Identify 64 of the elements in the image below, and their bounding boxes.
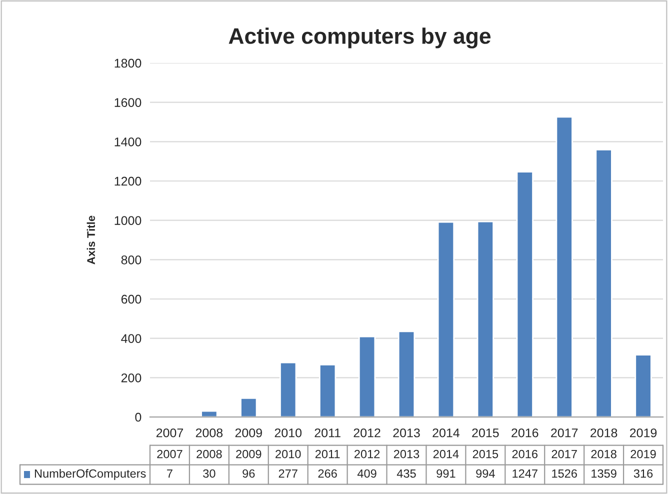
bar: [516, 171, 534, 417]
data-label: 1247: [512, 469, 538, 478]
category-label: 2008: [196, 450, 222, 458]
bar: [200, 410, 218, 417]
x-tick-label: 2011: [314, 428, 340, 438]
bar: [595, 149, 612, 417]
data-label: 277: [278, 469, 298, 478]
y-tick-label: 400: [121, 334, 142, 343]
x-tick-label: 2010: [274, 428, 302, 438]
chart-title: Active computers by age: [228, 28, 491, 48]
bar: [240, 397, 258, 417]
bar: [437, 221, 455, 417]
bar: [556, 116, 573, 417]
data-label: 96: [242, 469, 255, 478]
y-axis-title: Axis Title: [86, 216, 95, 264]
category-label: 2019: [630, 450, 656, 458]
y-tick-label: 600: [121, 294, 142, 304]
x-tick-label: 2017: [551, 428, 578, 438]
data-label: 1359: [592, 469, 616, 478]
category-label: 2011: [315, 450, 340, 458]
category-label: 2013: [394, 450, 420, 458]
y-tick-label: 200: [121, 373, 142, 382]
x-tick-label: 2016: [512, 428, 538, 438]
x-tick-label: 2014: [432, 428, 460, 438]
data-label: 435: [396, 469, 416, 478]
data-label: 266: [318, 469, 337, 478]
bar: [318, 364, 336, 417]
category-label: 2009: [236, 450, 262, 458]
category-label: 2007: [157, 450, 182, 458]
category-label: 2014: [433, 450, 459, 458]
data-label: 1526: [552, 469, 577, 478]
bar: [398, 330, 416, 417]
x-tick-label: 2015: [472, 428, 499, 438]
y-tick-label: 1400: [114, 137, 142, 146]
data-label: 994: [476, 469, 495, 478]
x-tick-label: 2019: [630, 428, 657, 438]
data-label: 7: [167, 469, 172, 478]
y-tick-label: 0: [135, 412, 142, 422]
data-label: 316: [634, 469, 653, 478]
y-tick-label: 1600: [114, 98, 142, 107]
bar: [634, 354, 652, 417]
x-tick-label: 2012: [354, 428, 380, 438]
y-tick-label: 800: [121, 255, 142, 264]
category-label: 2016: [512, 450, 538, 458]
x-tick-label: 2013: [393, 428, 420, 438]
x-tick-label: 2008: [196, 428, 223, 438]
data-label: 409: [357, 469, 376, 478]
bar: [280, 362, 297, 417]
x-tick-label: 2007: [156, 428, 184, 438]
data-label: 991: [436, 469, 456, 478]
category-label: 2018: [591, 450, 616, 458]
bar: [358, 336, 376, 417]
y-tick-label: 1800: [114, 58, 142, 68]
x-tick-label: 2018: [590, 428, 618, 438]
category-label: 2012: [354, 450, 380, 458]
category-label: 2015: [472, 450, 498, 458]
legend-label: NumberOfComputers: [34, 469, 146, 480]
category-label: 2017: [552, 450, 577, 458]
category-label: 2010: [276, 450, 301, 458]
bar: [476, 220, 494, 417]
data-label: 30: [203, 469, 216, 478]
x-tick-label: 2009: [235, 428, 262, 438]
y-tick-label: 1200: [114, 176, 142, 186]
y-tick-label: 1000: [114, 216, 142, 225]
